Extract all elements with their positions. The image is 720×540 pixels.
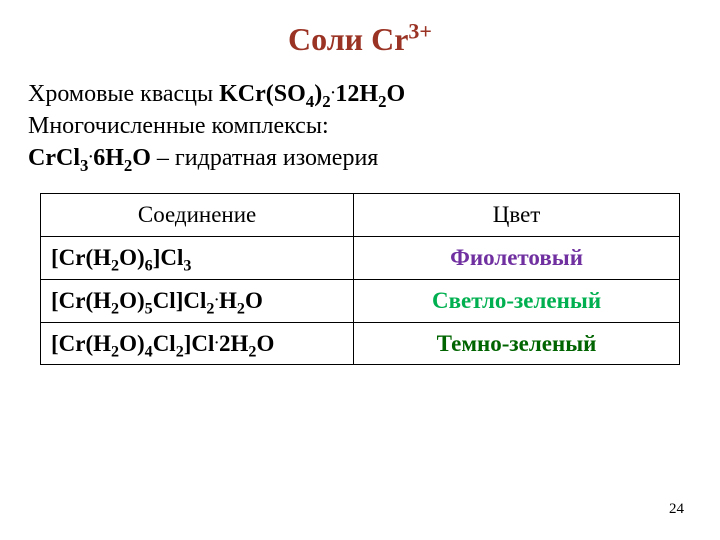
body-text: Хромовые квасцы KCr(SO4)2·12H2O Многочис…	[0, 58, 720, 175]
table-row: [Cr(H2O)5Cl]Cl2·H2OСветло-зеленый	[41, 279, 680, 322]
compound-cell: [Cr(H2O)6]Cl3	[41, 236, 354, 279]
slide-title: Соли Cr3+	[0, 0, 720, 58]
compound-cell: [Cr(H2O)5Cl]Cl2·H2O	[41, 279, 354, 322]
color-cell: Светло-зеленый	[354, 279, 680, 322]
color-cell: Фиолетовый	[354, 236, 680, 279]
table-container: Соединение Цвет [Cr(H2O)6]Cl3Фиолетовый[…	[0, 175, 720, 366]
header-color: Цвет	[354, 193, 680, 236]
page-number: 24	[669, 501, 684, 518]
table-header-row: Соединение Цвет	[41, 193, 680, 236]
table-row: [Cr(H2O)6]Cl3Фиолетовый	[41, 236, 680, 279]
line-3: CrCl3·6H2O – гидратная изомерия	[28, 142, 692, 174]
line3-formula: CrCl3·6H2O	[28, 145, 151, 171]
line1-prefix: Хромовые квасцы	[28, 81, 219, 107]
title-superscript: 3+	[408, 18, 432, 43]
color-cell: Темно-зеленый	[354, 322, 680, 365]
line-1: Хромовые квасцы KCr(SO4)2·12H2O	[28, 78, 692, 110]
table-row: [Cr(H2O)4Cl2]Cl·2H2OТемно-зеленый	[41, 322, 680, 365]
compounds-table: Соединение Цвет [Cr(H2O)6]Cl3Фиолетовый[…	[40, 193, 680, 366]
title-prefix: Соли Cr	[288, 21, 408, 57]
line3-suffix: – гидратная изомерия	[151, 145, 378, 171]
line1-formula: KCr(SO4)2·12H2O	[219, 81, 405, 107]
compound-cell: [Cr(H2O)4Cl2]Cl·2H2O	[41, 322, 354, 365]
header-compound: Соединение	[41, 193, 354, 236]
title-text: Соли Cr3+	[288, 21, 432, 57]
line-2: Многочисленные комплексы:	[28, 110, 692, 142]
